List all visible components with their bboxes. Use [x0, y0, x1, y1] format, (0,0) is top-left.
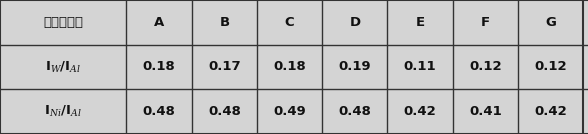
Bar	[0, 45, 126, 89]
Bar	[453, 0, 518, 45]
Bar	[322, 0, 387, 45]
Text: A: A	[154, 16, 164, 29]
Text: 0.48: 0.48	[339, 105, 371, 118]
Text: C: C	[285, 16, 295, 29]
Text: I$_{W}$/I$_{Al}$: I$_{W}$/I$_{Al}$	[45, 59, 81, 75]
Bar	[192, 89, 257, 134]
Bar	[0, 0, 126, 45]
Text: 0.12: 0.12	[469, 60, 502, 74]
Bar	[518, 0, 583, 45]
Bar	[453, 45, 518, 89]
Text: 0.48: 0.48	[143, 105, 175, 118]
Text: 0.19: 0.19	[339, 60, 371, 74]
Text: 0.42: 0.42	[534, 105, 567, 118]
Text: F: F	[481, 16, 490, 29]
Text: 0.49: 0.49	[273, 105, 306, 118]
Text: 0.18: 0.18	[273, 60, 306, 74]
Bar	[518, 45, 583, 89]
Text: 0.11: 0.11	[404, 60, 436, 74]
Bar	[453, 89, 518, 134]
Bar	[387, 89, 453, 134]
Text: 0.48: 0.48	[208, 105, 240, 118]
Bar	[192, 0, 257, 45]
Text: 0.42: 0.42	[404, 105, 436, 118]
Bar	[126, 89, 192, 134]
Text: G: G	[545, 16, 556, 29]
Bar	[257, 0, 322, 45]
Text: 催化剂编号: 催化剂编号	[43, 16, 83, 29]
Bar	[0, 89, 126, 134]
Text: D: D	[349, 16, 360, 29]
Text: E: E	[416, 16, 425, 29]
Text: 0.41: 0.41	[469, 105, 502, 118]
Text: 0.17: 0.17	[208, 60, 240, 74]
Bar	[257, 89, 322, 134]
Text: I$_{Ni}$/I$_{Al}$: I$_{Ni}$/I$_{Al}$	[44, 104, 82, 119]
Bar	[387, 45, 453, 89]
Bar	[126, 0, 192, 45]
Bar	[192, 45, 257, 89]
Bar	[518, 89, 583, 134]
Bar	[322, 45, 387, 89]
Text: 0.12: 0.12	[534, 60, 567, 74]
Text: 0.18: 0.18	[143, 60, 175, 74]
Bar	[322, 89, 387, 134]
Text: B: B	[219, 16, 229, 29]
Bar	[387, 0, 453, 45]
Bar	[126, 45, 192, 89]
Bar	[257, 45, 322, 89]
